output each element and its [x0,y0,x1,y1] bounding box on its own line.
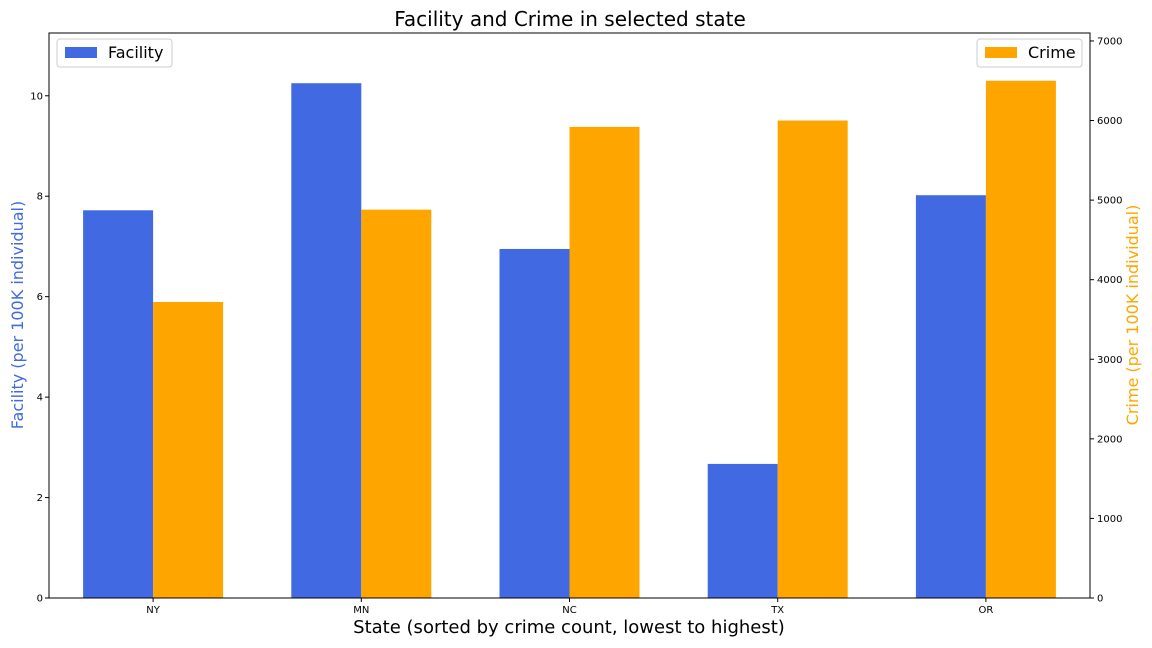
right-y-axis-ticks: 0 1000 2000 3000 4000 5000 6000 7000 [1090,36,1122,605]
bar-crime-ny [153,301,224,598]
x-tick-label: OR [978,605,993,616]
bar-crime-nc [569,126,640,599]
legend-box [56,38,173,68]
bar-facility-tx [707,463,778,598]
bar-crime-mn [361,209,432,598]
legend-facility: Facility [56,38,173,68]
bar-crime-tx [777,120,848,598]
right-y-tick-label: 1000 [1097,514,1122,525]
x-tick-label: TX [770,605,784,616]
right-y-tick-label: 6000 [1097,116,1122,127]
legend-swatch-crime [985,47,1017,58]
right-y-tick-label: 5000 [1097,196,1122,207]
right-y-tick-label: 3000 [1097,355,1122,366]
bar-facility-mn [291,83,362,598]
left-y-axis-label: Facility (per 100K individual) [8,201,27,429]
left-y-tick-label: 2 [37,493,43,504]
left-y-tick-label: 8 [37,192,43,203]
left-y-tick-label: 0 [37,594,43,605]
bars-group [83,80,1056,599]
chart-title: Facility and Crime in selected state [394,7,746,31]
right-y-tick-label: 7000 [1097,36,1122,47]
legend-box [976,38,1083,68]
left-y-tick-label: 10 [30,91,43,102]
right-y-axis-label: Crime (per 100K individual) [1123,205,1142,426]
right-y-tick-label: 2000 [1097,434,1122,445]
x-axis-ticks: NY MN NC TX OR [146,598,993,616]
bar-facility-or [915,195,986,598]
x-tick-label: NY [146,605,160,616]
left-y-tick-label: 6 [37,292,43,303]
legend-crime: Crime [976,38,1083,68]
legend-swatch-facility [65,47,97,58]
legend-label-crime: Crime [1028,43,1076,62]
right-y-tick-label: 4000 [1097,275,1122,286]
left-y-axis-ticks: 0 2 4 6 8 10 [30,91,49,605]
bar-facility-ny [83,210,154,599]
legend-label-facility: Facility [108,43,163,62]
bar-facility-nc [499,248,570,598]
right-y-tick-label: 0 [1097,594,1103,605]
x-tick-label: MN [353,605,369,616]
left-y-tick-label: 4 [37,393,43,404]
bar-crime-or [985,80,1056,599]
x-axis-label: State (sorted by crime count, lowest to … [353,617,785,638]
x-tick-label: NC [562,605,576,616]
